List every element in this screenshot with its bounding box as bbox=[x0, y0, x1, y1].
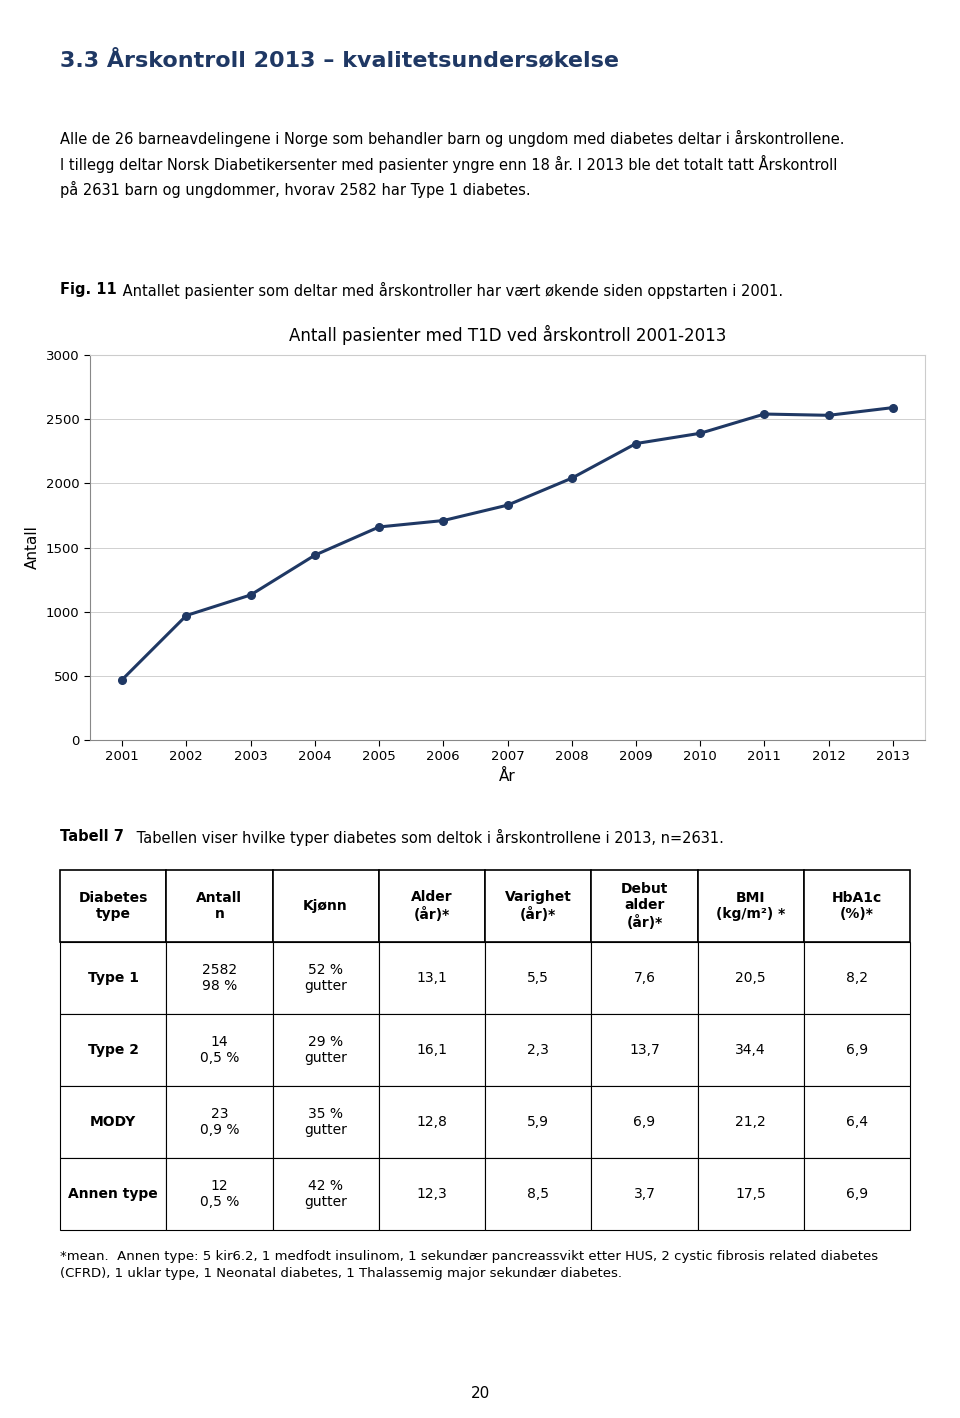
Text: Tabellen viser hvilke typer diabetes som deltok i årskontrollene i 2013, n=2631.: Tabellen viser hvilke typer diabetes som… bbox=[132, 828, 724, 845]
Text: *mean.  Annen type: 5 kir6.2, 1 medfodt insulinom, 1 sekundær pancreassvikt ette: *mean. Annen type: 5 kir6.2, 1 medfodt i… bbox=[60, 1251, 878, 1280]
Text: Tabell 7: Tabell 7 bbox=[60, 828, 124, 844]
Text: 20: 20 bbox=[470, 1385, 490, 1401]
Text: Alle de 26 barneavdelingene i Norge som behandler barn og ungdom med diabetes de: Alle de 26 barneavdelingene i Norge som … bbox=[60, 130, 845, 199]
X-axis label: År: År bbox=[499, 769, 516, 784]
Text: 3.3 Årskontroll 2013 – kvalitetsundersøkelse: 3.3 Årskontroll 2013 – kvalitetsundersøk… bbox=[60, 50, 619, 71]
Y-axis label: Antall: Antall bbox=[25, 526, 40, 570]
Text: Antallet pasienter som deltar med årskontroller har vært økende siden oppstarten: Antallet pasienter som deltar med årskon… bbox=[118, 282, 783, 299]
Text: Fig. 11: Fig. 11 bbox=[60, 282, 117, 296]
Title: Antall pasienter med T1D ved årskontroll 2001-2013: Antall pasienter med T1D ved årskontroll… bbox=[289, 325, 726, 345]
